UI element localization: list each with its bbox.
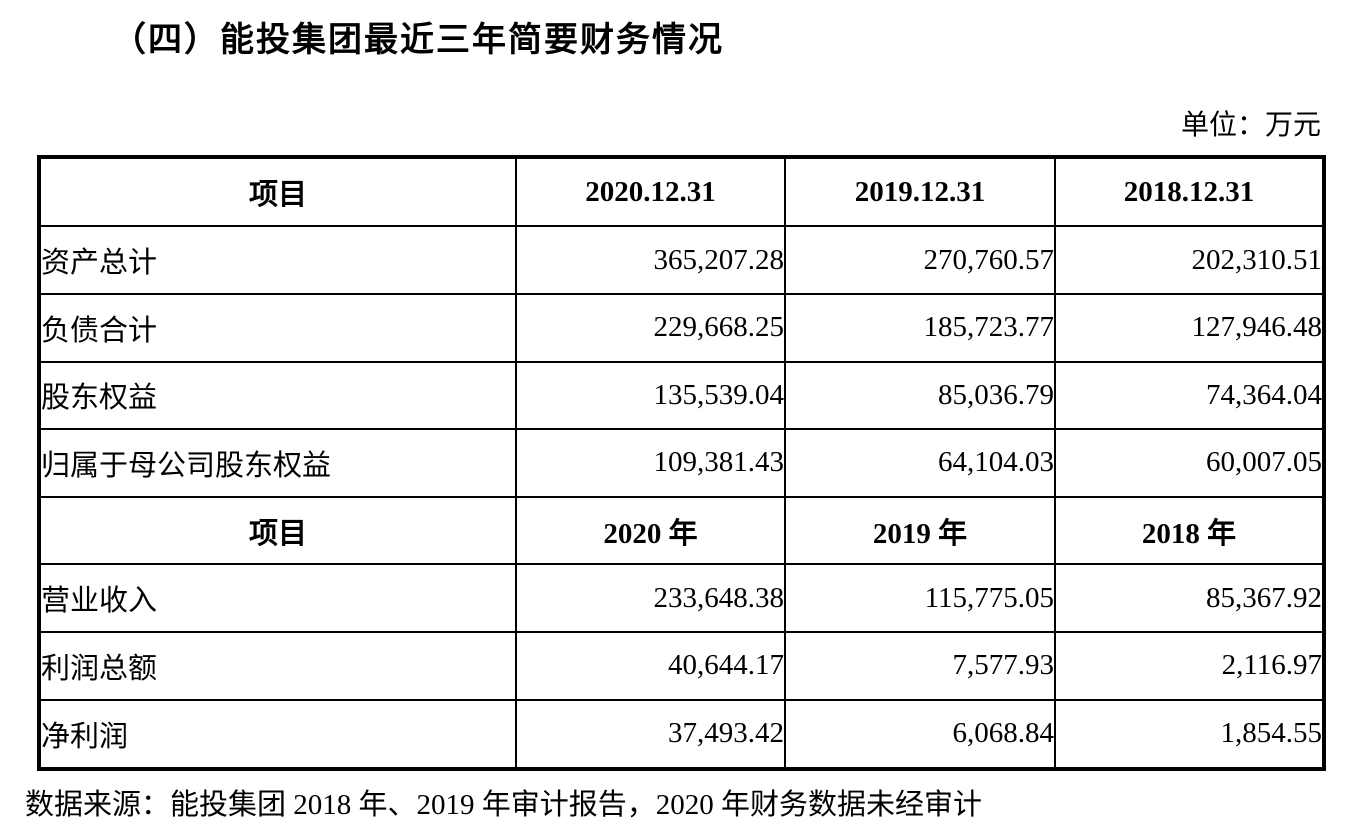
section-title: （四）能投集团最近三年简要财务情况 bbox=[112, 22, 724, 59]
value-cell: 64,104.03 bbox=[784, 428, 1056, 498]
value-cell: 6,068.84 bbox=[784, 698, 1056, 771]
table-row-shareholders-equity: 股东权益 135,539.04 85,036.79 74,364.04 bbox=[38, 360, 1325, 431]
header-cell-2019-year: 2019 年 bbox=[784, 495, 1056, 566]
header-cell-2020-date: 2020.12.31 bbox=[515, 155, 786, 228]
row-label: 归属于母公司股东权益 bbox=[38, 428, 517, 498]
row-label: 资产总计 bbox=[38, 225, 517, 295]
value-cell: 109,381.43 bbox=[515, 428, 786, 498]
value-cell: 135,539.04 bbox=[515, 360, 786, 431]
value-cell: 233,648.38 bbox=[515, 563, 786, 634]
header-cell-2020-year: 2020 年 bbox=[515, 495, 786, 566]
value-cell: 115,775.05 bbox=[784, 563, 1056, 634]
table-row-parent-equity: 归属于母公司股东权益 109,381.43 64,104.03 60,007.0… bbox=[38, 428, 1325, 498]
value-cell: 127,946.48 bbox=[1054, 292, 1325, 363]
table-row-total-profit: 利润总额 40,644.17 7,577.93 2,116.97 bbox=[38, 631, 1325, 701]
value-cell: 74,364.04 bbox=[1054, 360, 1325, 431]
data-source-note: 数据来源：能投集团 2018 年、2019 年审计报告，2020 年财务数据未经… bbox=[25, 789, 983, 821]
value-cell: 270,760.57 bbox=[784, 225, 1056, 295]
table-row-total-liabilities: 负债合计 229,668.25 185,723.77 127,946.48 bbox=[38, 292, 1325, 363]
row-label: 股东权益 bbox=[38, 360, 517, 431]
value-cell: 229,668.25 bbox=[515, 292, 786, 363]
table-row-net-profit: 净利润 37,493.42 6,068.84 1,854.55 bbox=[38, 698, 1325, 771]
value-cell: 7,577.93 bbox=[784, 631, 1056, 701]
value-cell: 40,644.17 bbox=[515, 631, 786, 701]
value-cell: 2,116.97 bbox=[1054, 631, 1325, 701]
header-cell-2018-date: 2018.12.31 bbox=[1054, 155, 1325, 228]
value-cell: 85,367.92 bbox=[1054, 563, 1325, 634]
row-label: 营业收入 bbox=[38, 563, 517, 634]
unit-label: 单位：万元 bbox=[1180, 110, 1321, 141]
row-label: 净利润 bbox=[38, 698, 517, 771]
value-cell: 202,310.51 bbox=[1054, 225, 1325, 295]
balance-sheet-header-row: 项目 2020.12.31 2019.12.31 2018.12.31 bbox=[38, 155, 1325, 228]
header-cell-2019-date: 2019.12.31 bbox=[784, 155, 1056, 228]
value-cell: 37,493.42 bbox=[515, 698, 786, 771]
value-cell: 1,854.55 bbox=[1054, 698, 1325, 771]
header-cell-item: 项目 bbox=[38, 155, 517, 228]
header-cell-item: 项目 bbox=[38, 495, 517, 566]
value-cell: 85,036.79 bbox=[784, 360, 1056, 431]
header-cell-2018-year: 2018 年 bbox=[1054, 495, 1325, 566]
value-cell: 365,207.28 bbox=[515, 225, 786, 295]
financial-summary-table: 项目 2020.12.31 2019.12.31 2018.12.31 资产总计… bbox=[37, 155, 1326, 771]
value-cell: 185,723.77 bbox=[784, 292, 1056, 363]
table-row-total-assets: 资产总计 365,207.28 270,760.57 202,310.51 bbox=[38, 225, 1325, 295]
row-label: 利润总额 bbox=[38, 631, 517, 701]
row-label: 负债合计 bbox=[38, 292, 517, 363]
income-statement-header-row: 项目 2020 年 2019 年 2018 年 bbox=[38, 495, 1325, 566]
table-row-operating-revenue: 营业收入 233,648.38 115,775.05 85,367.92 bbox=[38, 563, 1325, 634]
value-cell: 60,007.05 bbox=[1054, 428, 1325, 498]
